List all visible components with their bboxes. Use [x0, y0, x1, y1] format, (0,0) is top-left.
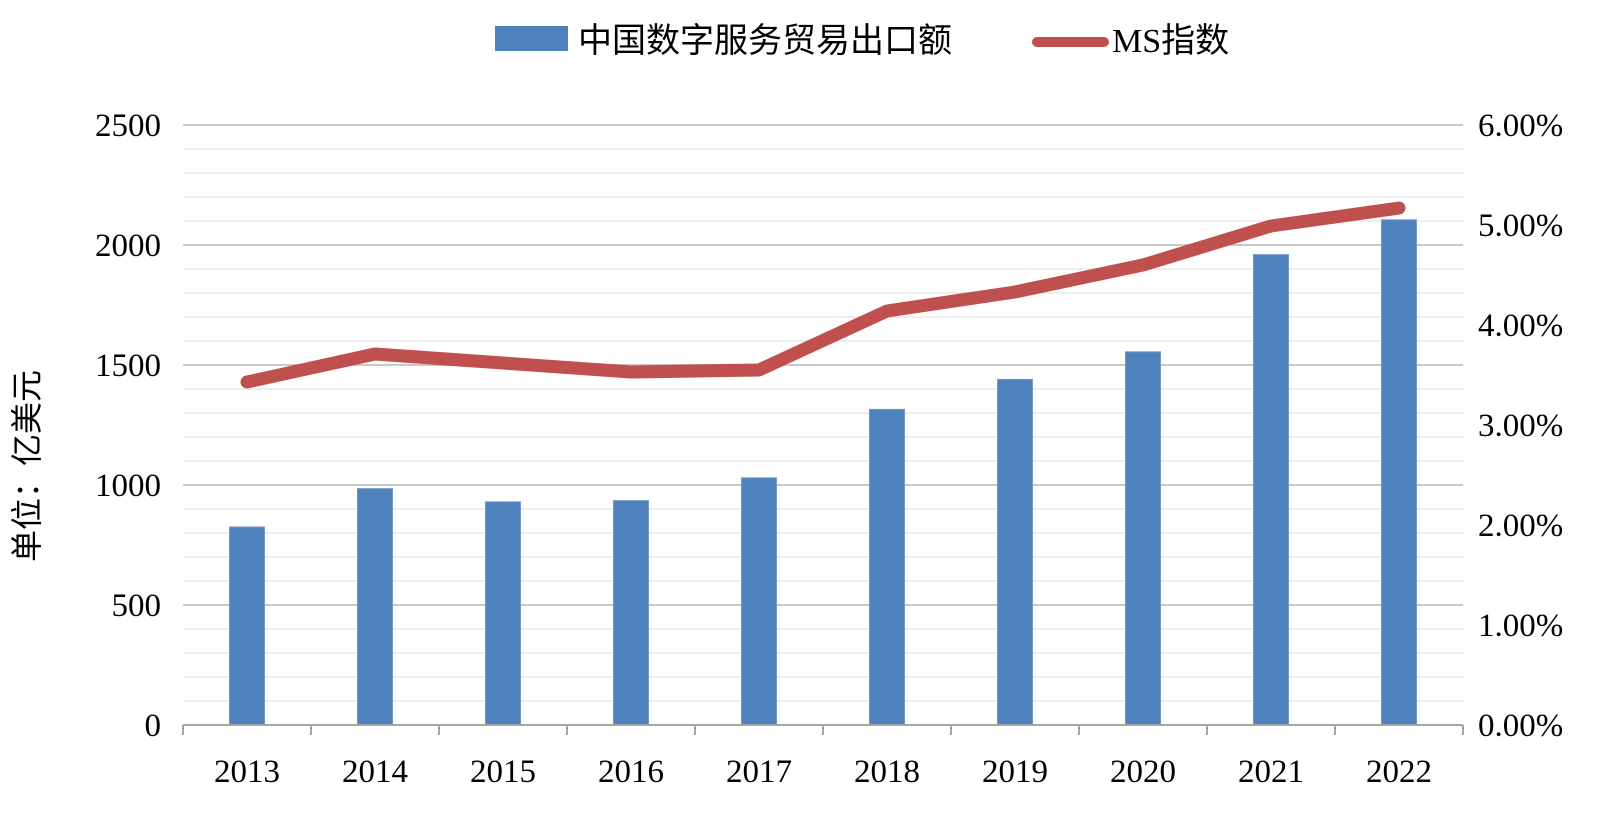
x-axis [182, 724, 1464, 735]
left-axis-tick-label: 2500 [95, 108, 161, 144]
right-axis-tick-label: 2.00% [1478, 508, 1563, 544]
right-axis-tick-label: 6.00% [1478, 108, 1563, 144]
left-axis-tick-labels: 0 500 1000 1500 2000 2500 [95, 108, 161, 744]
legend: 中国数字服务贸易出口额 MS指数 [495, 22, 1229, 60]
bar-2019 [997, 378, 1033, 726]
legend-bar-swatch [495, 26, 568, 51]
x-label-2019: 2019 [982, 754, 1048, 790]
bar-2021 [1253, 254, 1289, 726]
left-axis-tick-label: 0 [145, 708, 162, 744]
bar-2014 [357, 488, 393, 726]
right-axis-tick-label: 3.00% [1478, 408, 1563, 444]
bar-2015 [485, 501, 521, 726]
right-axis-tick-label: 0.00% [1478, 708, 1563, 744]
x-label-2018: 2018 [854, 754, 920, 790]
ms-index-line [240, 201, 1406, 389]
left-axis-tick-label: 2000 [95, 228, 161, 264]
left-axis-tick-label: 1000 [95, 468, 161, 504]
right-axis-tick-label: 1.00% [1478, 608, 1563, 644]
bar-2013 [229, 526, 265, 726]
gridlines [183, 124, 1463, 702]
bar-2017 [741, 477, 777, 726]
legend-line-label: MS指数 [1112, 22, 1229, 60]
right-axis-tick-label: 5.00% [1478, 208, 1563, 244]
bar-2020 [1125, 351, 1161, 726]
x-label-2015: 2015 [470, 754, 536, 790]
x-label-2022: 2022 [1366, 754, 1432, 790]
x-label-2014: 2014 [342, 754, 408, 790]
x-axis-category-labels: 2013 2014 2015 2016 2017 2018 2019 2020 2021 2022 [214, 754, 1432, 790]
x-label-2017: 2017 [726, 754, 792, 790]
bar-2018 [869, 408, 905, 726]
x-label-2013: 2013 [214, 754, 280, 790]
x-label-2016: 2016 [598, 754, 664, 790]
x-label-2021: 2021 [1238, 754, 1304, 790]
bar-2016 [613, 500, 649, 726]
x-label-2020: 2020 [1110, 754, 1176, 790]
left-axis-title: 单位：亿美元 [9, 370, 45, 562]
line-series [240, 201, 1406, 389]
left-axis-tick-label: 1500 [95, 348, 161, 384]
left-axis-tick-label: 500 [112, 588, 162, 624]
legend-bar-label: 中国数字服务贸易出口额 [578, 22, 952, 60]
bar-series [229, 219, 1417, 726]
bar-2022 [1381, 219, 1417, 726]
right-axis-tick-labels: 0.00% 1.00% 2.00% 3.00% 4.00% 5.00% 6.00% [1478, 108, 1563, 744]
right-axis-tick-label: 4.00% [1478, 308, 1563, 344]
